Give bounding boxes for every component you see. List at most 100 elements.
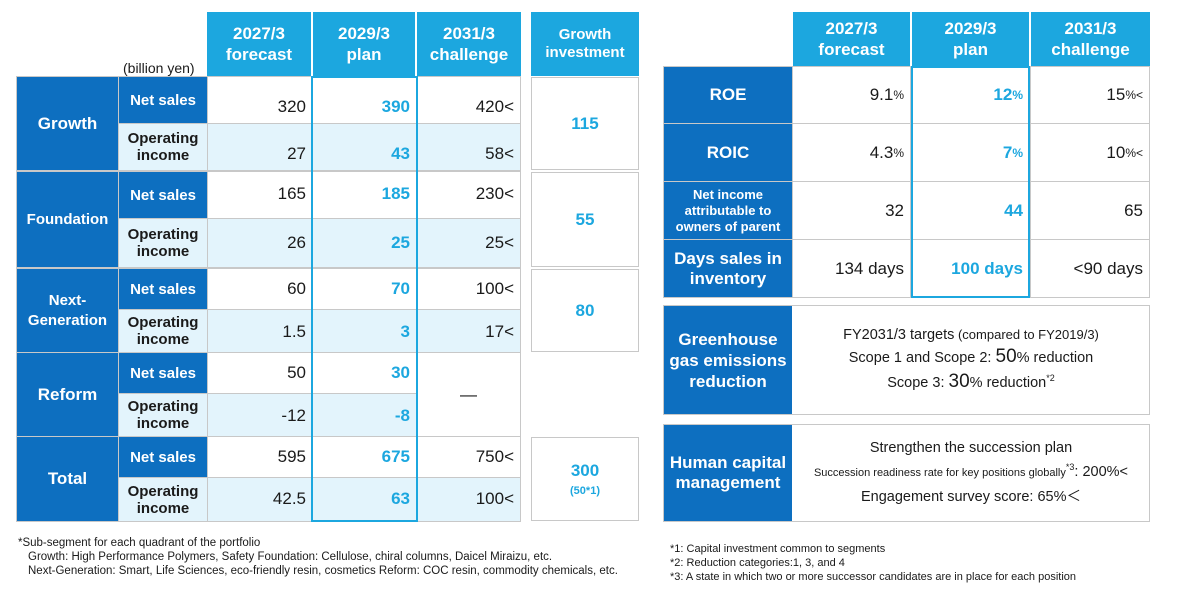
cell-dsi-challenge: <90 days — [1031, 240, 1149, 297]
text: : 200%< — [1074, 463, 1129, 480]
human-capital-label: Human capital management — [664, 425, 792, 521]
row-label-net-sales: Net sales — [119, 437, 207, 477]
text: FY2031/3 targets — [843, 327, 955, 343]
ghg-line-3: Scope 3: 30% reduction*2 — [887, 371, 1055, 393]
header-line: plan — [953, 40, 988, 59]
kpi-label-roic: ROIC — [664, 124, 792, 181]
label-line: Generation — [27, 311, 108, 329]
unit: % — [893, 145, 904, 160]
label-line: income — [136, 499, 190, 517]
header-line: 2031/3 — [442, 24, 495, 43]
kpi-label-days-sales-inventory: Days sales in inventory — [664, 240, 792, 297]
cell-reform-sales-forecast: 50 — [208, 353, 312, 393]
value: 7 — [1002, 142, 1013, 162]
cell-foundation-oi-forecast: 26 — [208, 219, 312, 267]
cell-foundation-oi-plan: 25 — [313, 219, 416, 267]
ghg-label: Greenhouse gas emissions reduction — [664, 306, 792, 414]
cell-total-sales-forecast: 595 — [208, 437, 312, 477]
label-line: inventory — [689, 268, 767, 288]
label-line: Operating — [127, 226, 199, 243]
investment-foundation: 55 — [531, 172, 639, 267]
row-label-operating-income: Operating income — [119, 394, 207, 436]
header-line: challenge — [1051, 40, 1130, 59]
hc-line-1: Strengthen the succession plan — [869, 439, 1073, 456]
value: 12 — [993, 85, 1013, 104]
cell-nextgen-sales-challenge: 100< — [417, 269, 520, 309]
cell-roe-forecast: 9.1% — [793, 67, 910, 123]
unit: % — [1012, 145, 1023, 160]
value: 9.1 — [869, 85, 894, 104]
cell-nextgen-sales-plan: 70 — [313, 269, 416, 309]
investment-total-note: (50*1) — [570, 485, 600, 497]
cell-nextgen-oi-plan: 3 — [313, 310, 416, 352]
cell-nextgen-oi-forecast: 1.5 — [208, 310, 312, 352]
hc-line-2: Succession readiness rate for key positi… — [814, 462, 1128, 480]
cell-total-oi-challenge: 100< — [417, 478, 520, 521]
text: % reduction — [969, 375, 1047, 391]
segment-growth: Growth — [17, 77, 118, 170]
cell-growth-oi-forecast: 27 — [208, 124, 312, 170]
cell-total-oi-forecast: 42.5 — [208, 478, 312, 521]
ghg-targets: FY2031/3 targets (compared to FY2019/3) … — [793, 306, 1149, 414]
note-line: *Sub-segment for each quadrant of the po… — [18, 537, 261, 549]
header-line: challenge — [429, 45, 509, 64]
text: Scope 3: — [887, 375, 949, 391]
cell-foundation-sales-challenge: 230< — [417, 172, 520, 218]
value: 15 — [1106, 85, 1126, 104]
label-line: management — [675, 473, 781, 492]
cell-growth-sales-forecast: 320 — [208, 77, 312, 123]
investment-growth: 115 — [531, 77, 639, 170]
label-line: attributable to — [684, 202, 772, 218]
unit: % — [893, 88, 904, 102]
header-forecast-2027: 2027/3 forecast — [793, 12, 910, 66]
header-line: 2029/3 — [944, 19, 997, 38]
cell-net-income-plan: 44 — [912, 182, 1029, 239]
header-challenge-2031: 2031/3 challenge — [417, 12, 521, 76]
unit: %< — [1125, 145, 1143, 160]
kpi-label-net-income: Net income attributable to owners of paren… — [664, 182, 792, 239]
cell-total-oi-plan: 63 — [313, 478, 416, 521]
row-label-net-sales: Net sales — [119, 172, 207, 218]
cell-roe-plan: 12% — [912, 67, 1029, 123]
note-line: *2: Reduction categories:1, 3, and 4 — [670, 557, 845, 569]
label-line: Operating — [127, 314, 199, 331]
cell-growth-oi-challenge: 58< — [417, 124, 520, 170]
header-line: forecast — [818, 40, 885, 59]
cell-net-income-forecast: 32 — [793, 182, 910, 239]
cell-roe-challenge: 15 %< — [1031, 67, 1149, 123]
segment-next-generation: Next- Generation — [17, 269, 118, 352]
row-label-operating-income: Operating income — [119, 219, 207, 267]
header-plan-2029: 2029/3 plan — [912, 12, 1029, 66]
value: 50 — [995, 346, 1017, 367]
row-label-net-sales: Net sales — [119, 77, 207, 123]
label-line: owners of parent — [675, 218, 781, 234]
cell-dsi-forecast: 134 days — [793, 240, 910, 297]
segment-foundation: Foundation — [17, 172, 118, 267]
label-line: Operating — [127, 398, 199, 415]
unit: %< — [1125, 88, 1143, 102]
header-line: 2027/3 — [825, 19, 878, 38]
header-line: 2031/3 — [1064, 19, 1117, 38]
label-line: Human capital — [669, 453, 787, 472]
text: Scope 1 and Scope 2: — [848, 350, 996, 366]
value: 10 — [1106, 142, 1126, 162]
hc-line-3: Engagement survey score: 65%＜ — [860, 489, 1082, 506]
cell-growth-oi-plan: 43 — [313, 124, 416, 170]
header-line: 2029/3 — [338, 24, 390, 43]
cell-foundation-sales-forecast: 165 — [208, 172, 312, 218]
label-line: reduction — [689, 371, 767, 391]
notes-right: *1: Capital investment common to segment… — [670, 542, 1076, 584]
footnote-ref: *3 — [1065, 461, 1075, 472]
label-line: income — [136, 147, 190, 164]
header-growth-investment: Growth investment — [531, 12, 639, 76]
row-label-net-sales: Net sales — [119, 269, 207, 309]
row-label-operating-income: Operating income — [119, 124, 207, 170]
kpi-label-roe: ROE — [664, 67, 792, 123]
cell-roic-forecast: 4.3% — [793, 124, 910, 181]
cell-growth-sales-challenge: 420< — [417, 77, 520, 123]
header-line: 2027/3 — [232, 24, 285, 43]
header-forecast-2027: 2027/3 forecast — [207, 12, 311, 76]
label-line: income — [136, 331, 190, 348]
cell-total-sales-challenge: 750< — [417, 437, 520, 477]
text: % reduction — [1016, 350, 1094, 366]
